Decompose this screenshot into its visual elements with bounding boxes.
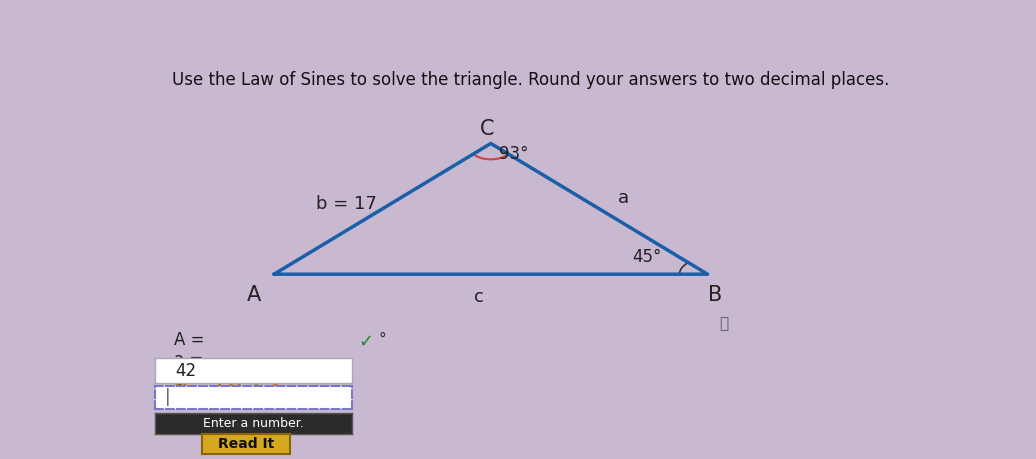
Text: c: c [473,288,484,306]
Text: Read It: Read It [218,437,275,451]
Text: 42: 42 [175,362,196,380]
Text: C: C [480,119,494,139]
Text: A: A [247,285,261,305]
Text: c =: c = [174,371,202,389]
Text: 93°: 93° [498,145,528,163]
Text: |: | [166,388,171,406]
Text: ⓘ: ⓘ [719,316,728,331]
Text: Enter a number.: Enter a number. [203,417,305,430]
Text: A =: A = [174,330,204,348]
Text: Need Help?: Need Help? [174,383,281,401]
Text: Use the Law of Sines to solve the triangle. Round your answers to two decimal pl: Use the Law of Sines to solve the triang… [172,71,890,89]
Text: B: B [709,285,723,305]
Text: a =: a = [174,351,203,369]
Text: °: ° [378,332,386,347]
Text: a: a [617,189,629,207]
Text: b = 17: b = 17 [316,195,377,213]
Text: ✓: ✓ [358,332,374,350]
Text: 45°: 45° [633,247,662,266]
